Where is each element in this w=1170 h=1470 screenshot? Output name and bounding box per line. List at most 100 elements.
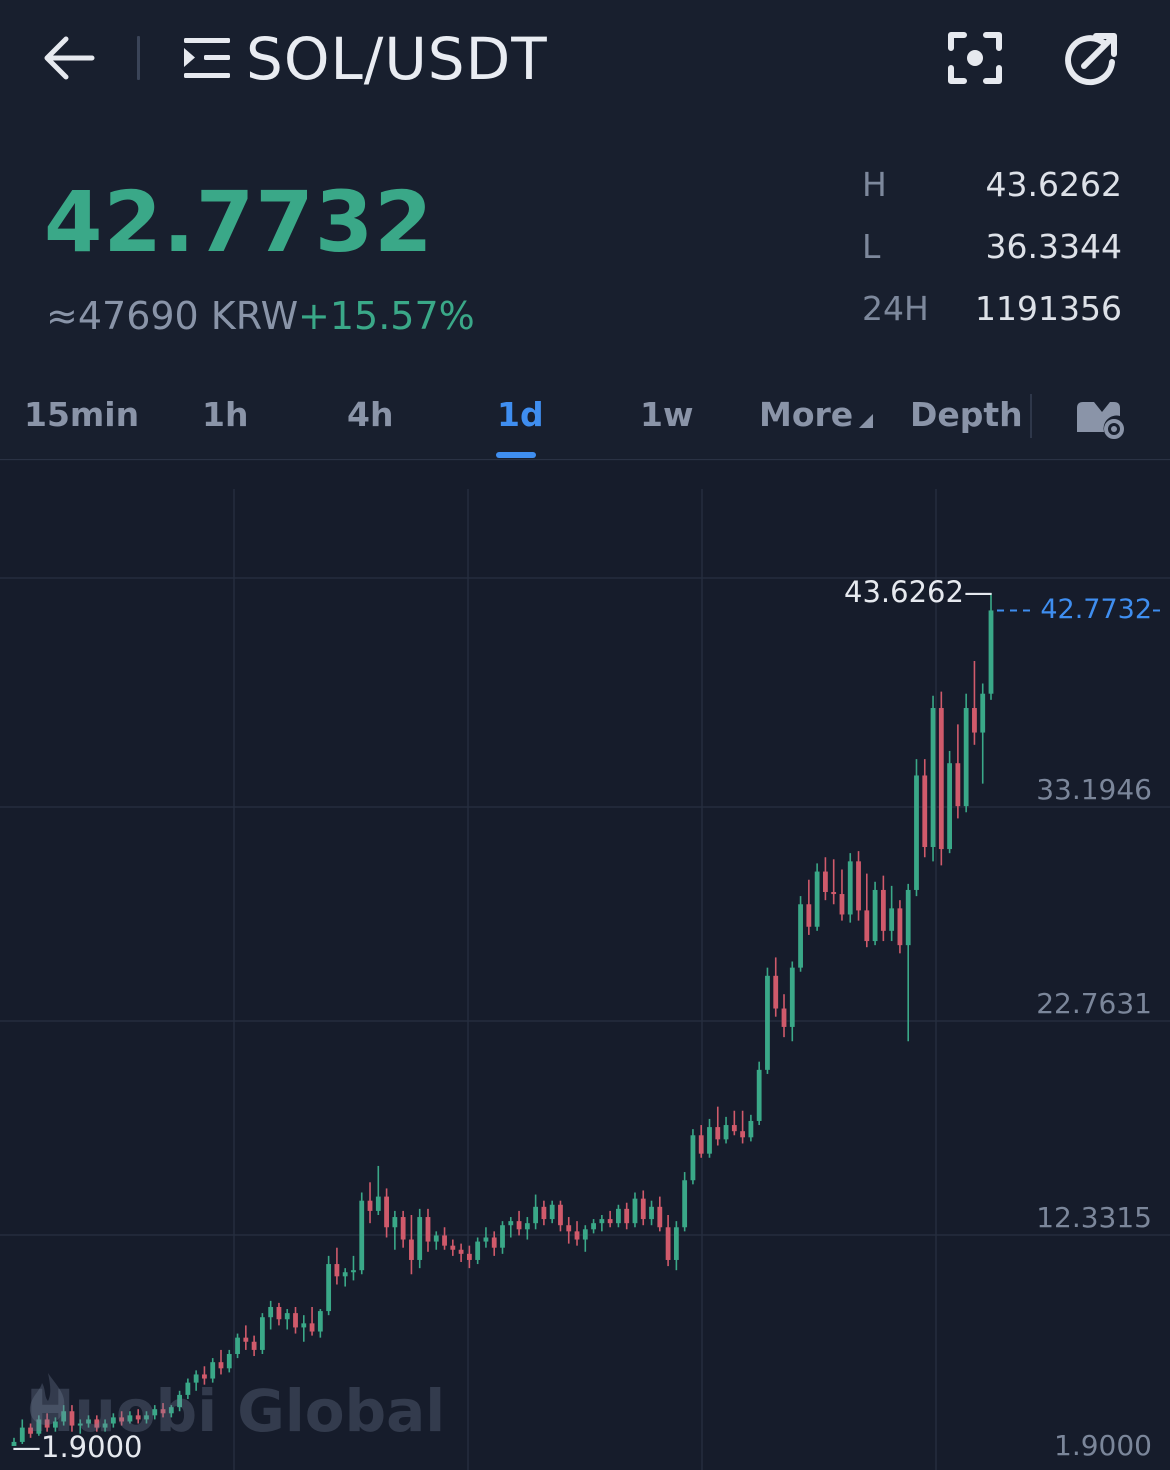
candle-body: [351, 1270, 356, 1273]
candle-body: [28, 1427, 33, 1434]
candle-body: [450, 1245, 456, 1250]
candle-body: [342, 1272, 348, 1277]
candle-body: [433, 1235, 439, 1242]
candle-body: [11, 1441, 17, 1446]
candle-body: [69, 1411, 75, 1426]
candle-body: [458, 1249, 464, 1254]
candle-body: [466, 1253, 472, 1260]
stat-value: 36.3344: [985, 227, 1122, 266]
candle-body: [243, 1337, 249, 1342]
candle-body: [880, 889, 886, 931]
huobi-flame-icon: [29, 1373, 65, 1425]
pair-menu-button[interactable]: [180, 34, 234, 82]
candle-body: [549, 1204, 555, 1220]
candle-body: [657, 1206, 663, 1228]
tab-4h[interactable]: 4h: [347, 395, 394, 434]
candle-body: [541, 1206, 547, 1220]
candle-body: [707, 1127, 712, 1154]
candle-body: [765, 975, 770, 1070]
candle-body: [715, 1127, 721, 1140]
candle-body: [823, 871, 828, 893]
y-tick-label: 33.1946: [1036, 773, 1152, 806]
candle-body: [781, 1008, 787, 1027]
candle-body: [94, 1419, 100, 1428]
stat-key: 24H: [862, 289, 929, 328]
candle-body: [77, 1423, 83, 1426]
candle-body: [284, 1313, 290, 1320]
candle-body: [61, 1411, 67, 1422]
candle-body: [301, 1323, 307, 1328]
candle-body: [806, 904, 812, 927]
chart-canvas: [0, 489, 1170, 1470]
candle-body: [773, 975, 779, 1009]
candle-body: [160, 1409, 166, 1414]
candle-body: [44, 1419, 50, 1428]
share-button[interactable]: [1060, 30, 1120, 88]
caret-icon: [859, 414, 874, 428]
last-price-label: 42.7732: [1036, 594, 1152, 626]
candle-body: [665, 1227, 671, 1260]
candle-body: [947, 763, 953, 850]
back-button[interactable]: [38, 30, 100, 86]
y-tick-label: 22.7631: [1036, 987, 1152, 1020]
candle-body: [168, 1407, 174, 1414]
stats-panel: H 43.6262 L 36.3344 24H 1191356: [862, 162, 1122, 348]
candle-body: [740, 1131, 746, 1138]
candle-body: [102, 1423, 108, 1428]
candle-body: [508, 1221, 514, 1226]
candle-body: [392, 1217, 398, 1228]
low-marker-value: 1.9000: [41, 1430, 143, 1464]
low-marker: —1.9000: [12, 1430, 143, 1464]
tab-1d[interactable]: 1d: [497, 395, 544, 434]
candle-body: [889, 908, 895, 931]
candle-body: [872, 889, 878, 942]
candle-body: [591, 1223, 596, 1230]
tab-depth[interactable]: Depth: [910, 395, 1023, 434]
change-percent: +15.57%: [298, 294, 475, 338]
candle-body: [533, 1206, 539, 1224]
candle-body: [690, 1135, 696, 1181]
candle-body: [251, 1341, 257, 1350]
candle-body: [144, 1415, 149, 1420]
candle-body: [110, 1417, 116, 1424]
high-marker-value: 43.6262: [844, 575, 964, 609]
candle-body: [491, 1237, 497, 1248]
candle-body: [417, 1217, 423, 1260]
tab-more-label: More: [759, 395, 854, 434]
stat-value: 43.6262: [985, 165, 1122, 204]
tab-more[interactable]: More: [759, 392, 874, 438]
stat-value: 1191356: [975, 289, 1122, 328]
candle-body: [839, 894, 845, 915]
candle-body: [259, 1317, 265, 1350]
focus-icon: [948, 32, 1002, 84]
arrow-left-icon: [44, 36, 95, 80]
candle-body: [442, 1235, 447, 1246]
candle-body: [963, 708, 969, 807]
chart-settings-button[interactable]: [1074, 392, 1128, 440]
candle-body: [483, 1237, 489, 1242]
candle-body: [582, 1229, 588, 1240]
interval-tabs: 15min 1h 4h 1d 1w More Depth: [0, 378, 1170, 460]
pair-title[interactable]: SOL/USDT: [246, 25, 548, 93]
stat-row-low: L 36.3344: [862, 224, 1122, 286]
candle-body: [400, 1217, 406, 1240]
candlestick-chart[interactable]: Huobi Global 33.1946 22.7631 12.3315 1.9…: [0, 461, 1170, 1470]
y-tick-label: 1.9000: [1054, 1429, 1152, 1462]
candle-body: [798, 904, 803, 968]
candle-body: [864, 910, 870, 942]
candle-body: [640, 1198, 646, 1220]
tab-1h[interactable]: 1h: [202, 395, 249, 434]
converted-price: ≈47690 KRW: [46, 294, 299, 338]
candle-body: [856, 861, 861, 911]
tab-1w[interactable]: 1w: [640, 395, 694, 434]
candle-body: [624, 1208, 630, 1224]
candle-body: [566, 1225, 572, 1232]
candle-body: [425, 1217, 431, 1242]
candle-body: [202, 1374, 207, 1379]
candle-body: [972, 708, 977, 733]
focus-button[interactable]: [946, 30, 1004, 86]
candle-body: [607, 1219, 613, 1224]
tab-15min[interactable]: 15min: [24, 395, 140, 434]
candle-body: [682, 1180, 688, 1228]
candle-body: [930, 708, 936, 848]
